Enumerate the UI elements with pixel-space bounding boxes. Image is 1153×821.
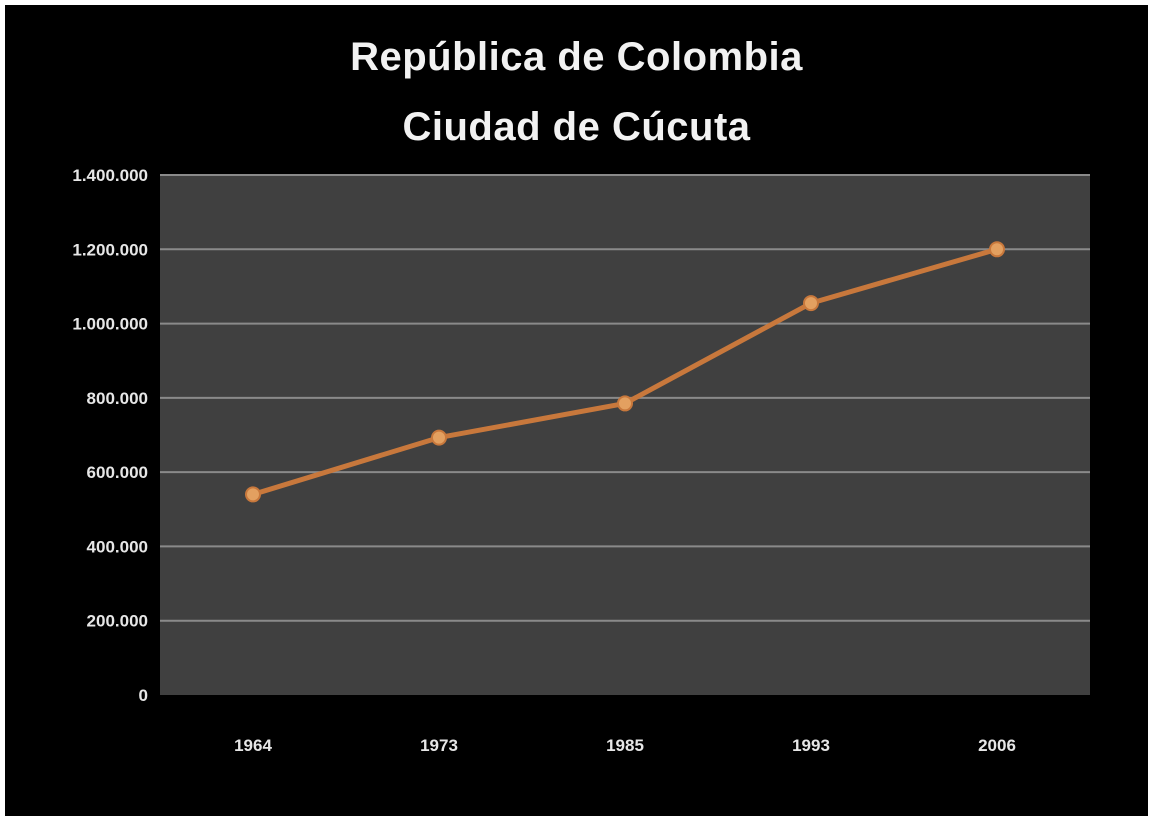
y-tick-label: 0 — [139, 686, 148, 705]
y-tick-label: 800.000 — [87, 389, 148, 408]
x-tick-label: 1985 — [606, 736, 644, 755]
data-point — [245, 486, 261, 503]
data-point — [617, 395, 633, 412]
y-tick-label: 200.000 — [87, 612, 148, 631]
x-tick-label: 1964 — [234, 736, 272, 755]
x-tick-label: 1973 — [420, 736, 458, 755]
y-tick-label: 1.200.000 — [72, 240, 148, 259]
series-layer — [245, 241, 1005, 503]
x-axis-tick-labels: 1964 1973 1985 1993 2006 — [234, 736, 1016, 755]
data-point — [803, 295, 819, 312]
plot-area — [160, 175, 1090, 695]
chart-frame: República de Colombia Ciudad de Cúcuta 0… — [5, 5, 1148, 816]
y-tick-label: 600.000 — [87, 463, 148, 482]
y-tick-label: 400.000 — [87, 537, 148, 556]
x-tick-label: 2006 — [978, 736, 1016, 755]
chart-title-line-1: República de Colombia — [350, 35, 803, 79]
y-tick-label: 1.000.000 — [72, 315, 148, 334]
data-point — [431, 429, 447, 446]
chart-title-line-2: Ciudad de Cúcuta — [402, 105, 751, 149]
grid-lines — [160, 174, 1090, 622]
line-chart: 0 200.000 400.000 600.000 800.000 1.000.000 1.… — [72, 166, 1090, 755]
y-tick-label: 1.400.000 — [72, 166, 148, 185]
data-point — [989, 241, 1005, 258]
x-tick-label: 1993 — [792, 736, 830, 755]
y-axis-tick-labels: 0 200.000 400.000 600.000 800.000 1.000.000 1.… — [72, 166, 148, 705]
